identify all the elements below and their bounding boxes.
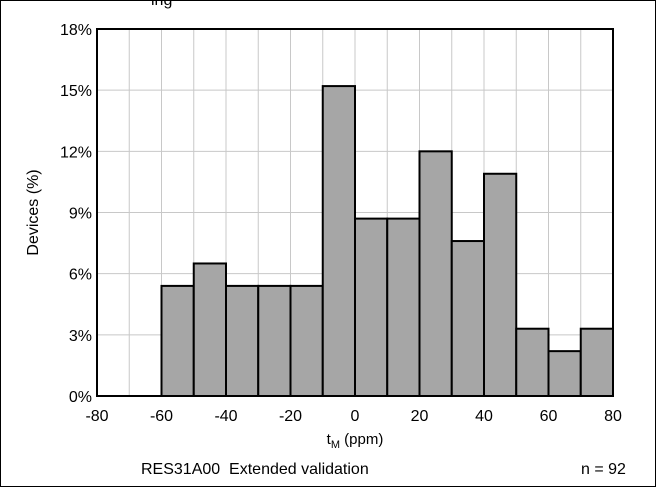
histogram-bar <box>418 150 453 397</box>
x-tick-label: 40 <box>475 408 493 425</box>
y-tick-label: 6% <box>69 267 92 284</box>
chart-title-fragment: ing <box>151 0 173 9</box>
histogram-bar <box>515 327 550 398</box>
histogram-bar <box>257 284 292 397</box>
y-tick-label: 18% <box>60 22 92 39</box>
chart-footer-title: RES31A00 Extended validation <box>141 461 369 478</box>
y-tick-label: 9% <box>69 206 92 223</box>
histogram-bar <box>160 284 195 397</box>
histogram-bar <box>483 172 518 397</box>
histogram-bar <box>450 240 485 397</box>
sample-count: n = 92 <box>581 461 626 478</box>
y-axis-label: Devices (%) <box>25 169 42 255</box>
histogram-bar <box>547 350 582 397</box>
histogram-bar <box>192 262 227 397</box>
histogram-bar <box>289 284 324 397</box>
x-tick-label: 60 <box>540 408 558 425</box>
y-tick-label: 12% <box>60 144 92 161</box>
y-tick-label: 15% <box>60 83 92 100</box>
x-axis-label: tM (ppm) <box>327 431 384 451</box>
histogram-bar <box>354 217 389 397</box>
y-tick-label: 0% <box>69 389 92 406</box>
x-tick-label: 80 <box>604 408 622 425</box>
histogram-bar <box>321 85 356 397</box>
histogram-bar <box>386 217 421 397</box>
x-tick-label: 20 <box>411 408 429 425</box>
x-tick-label: -20 <box>279 408 302 425</box>
x-tick-label: 0 <box>351 408 360 425</box>
x-tick-label: -60 <box>150 408 173 425</box>
y-tick-label: 3% <box>69 328 92 345</box>
plot-area-border <box>96 28 614 397</box>
histogram-bar <box>225 284 260 397</box>
x-tick-label: -40 <box>214 408 237 425</box>
histogram-bar <box>579 327 614 398</box>
x-tick-label: -80 <box>85 408 108 425</box>
